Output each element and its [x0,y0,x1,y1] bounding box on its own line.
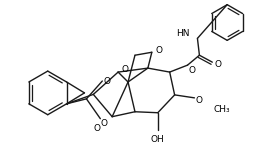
Text: O: O [196,96,203,105]
Text: O: O [101,119,108,128]
Text: HN: HN [176,29,190,38]
Text: O: O [215,60,222,69]
Text: O: O [94,124,101,133]
Text: O: O [189,66,196,75]
Text: OH: OH [151,135,165,144]
Text: O: O [104,76,111,86]
Text: O: O [155,46,162,55]
Text: O: O [121,65,129,74]
Text: CH₃: CH₃ [213,105,230,114]
